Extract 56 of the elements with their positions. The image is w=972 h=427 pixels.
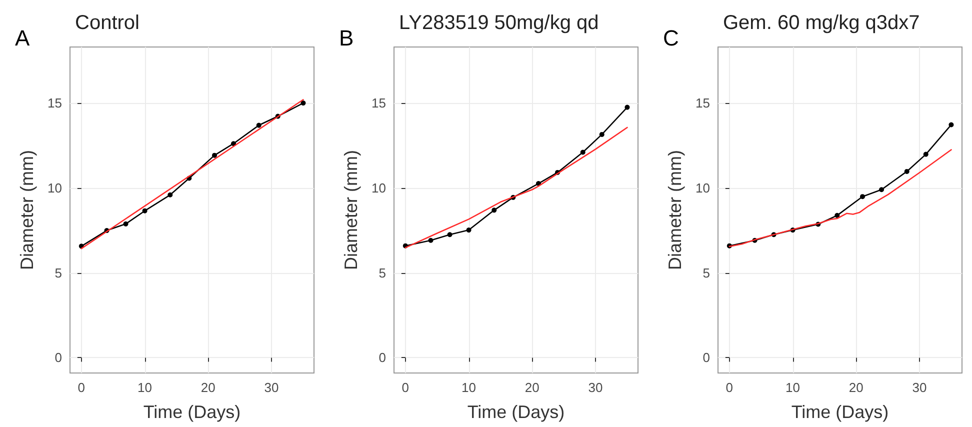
x-tick-label: 20 (524, 380, 540, 395)
point (879, 187, 884, 192)
x-axis-title: Time (Days) (791, 402, 889, 422)
y-tick-label: 5 (702, 265, 710, 280)
point (256, 122, 262, 128)
y-tick-label: 10 (48, 180, 62, 196)
x-tick-label: 20 (848, 380, 864, 395)
point (142, 208, 148, 214)
x-tick-label: 30 (588, 380, 603, 395)
chart-title: LY283519 50mg/kg qd (399, 12, 599, 34)
point (923, 152, 928, 157)
point (466, 228, 472, 233)
text: C (663, 26, 679, 50)
point (860, 194, 865, 200)
chart-title: Gem. 60 mg/kg q3dx7 (723, 12, 920, 34)
x-tick-label: 10 (138, 380, 152, 395)
y-axis-title: Diameter (mm) (341, 150, 361, 270)
y-tick-label: 15 (696, 96, 710, 111)
x-tick-label: 0 (78, 380, 86, 395)
y-tick-label: 5 (54, 265, 62, 280)
x-axis-title: Time (Days) (143, 402, 241, 422)
point (168, 192, 173, 198)
x-tick-label: 10 (462, 380, 476, 395)
y-tick-label: 0 (702, 350, 710, 366)
y-tick-label: 0 (378, 350, 386, 366)
point (834, 212, 840, 218)
x-axis-title: Time (Days) (467, 402, 565, 422)
point (580, 150, 586, 155)
x-tick-label: 10 (786, 380, 800, 395)
y-tick-label: 10 (696, 180, 710, 196)
point (492, 208, 497, 213)
text: A (15, 26, 30, 50)
x-tick-label: 20 (200, 380, 216, 395)
point (231, 141, 236, 146)
point (948, 122, 954, 128)
point (212, 152, 217, 158)
y-axis-title: Diameter (mm) (665, 150, 685, 270)
point (624, 104, 630, 110)
y-tick-label: 5 (378, 265, 386, 280)
y-tick-label: 0 (54, 350, 62, 366)
y-tick-label: 10 (372, 180, 386, 196)
x-tick-label: 0 (402, 380, 410, 395)
point (123, 221, 128, 226)
point (904, 168, 910, 174)
point (447, 232, 452, 238)
point (300, 100, 306, 106)
y-tick-label: 15 (372, 96, 386, 111)
x-tick-label: 30 (264, 380, 279, 395)
point (428, 238, 434, 243)
point (599, 132, 604, 137)
chart-title: Control (75, 12, 140, 34)
y-tick-label: 15 (48, 96, 62, 111)
x-tick-label: 30 (912, 380, 927, 395)
text: B (339, 26, 354, 50)
y-axis-title: Diameter (mm) (17, 150, 37, 270)
x-tick-label: 0 (726, 380, 734, 395)
